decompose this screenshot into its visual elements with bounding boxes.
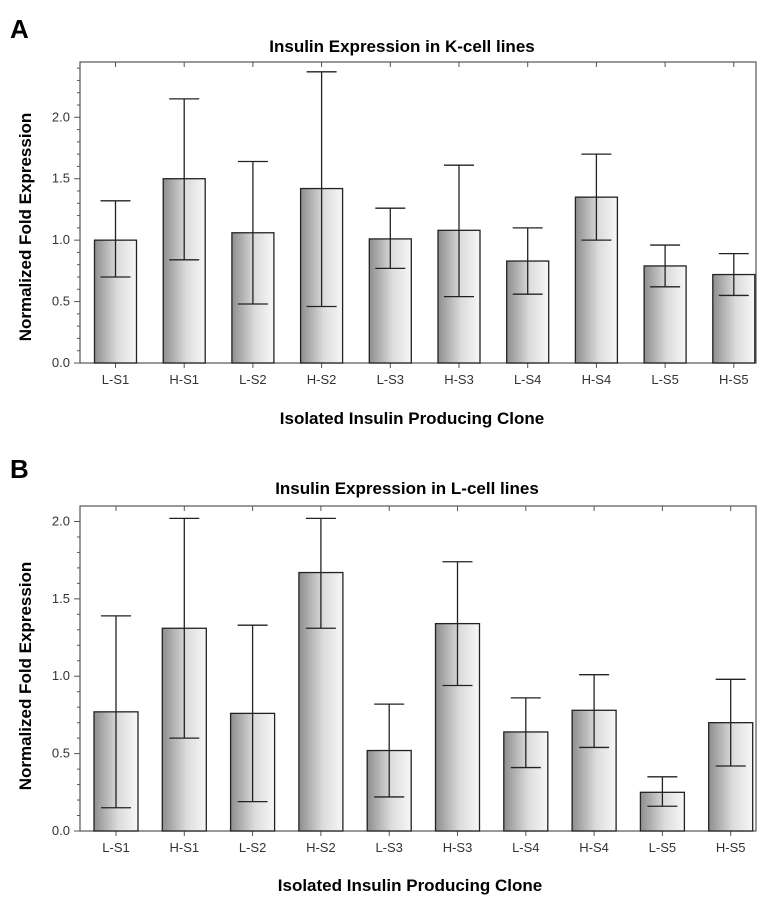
chart-b-x-axis-label: Isolated Insulin Producing Clone xyxy=(278,876,542,895)
error-bar-l-s1 xyxy=(100,200,131,278)
error-bar-l-s3 xyxy=(374,703,405,798)
chart-b-axes xyxy=(74,505,757,836)
y-tick-label: 1.0 xyxy=(52,668,70,683)
error-bar-h-s3 xyxy=(444,164,474,298)
error-bar-h-s1 xyxy=(169,517,200,739)
x-tick-label-l-s1: L-S1 xyxy=(102,372,129,387)
y-tick-label: 0.5 xyxy=(52,294,70,309)
y-tick-label: 2.0 xyxy=(52,109,70,124)
y-tick-label: 1.5 xyxy=(52,171,70,186)
plot-frame xyxy=(79,505,757,832)
panel-letter-a: A xyxy=(10,14,29,44)
x-tick-label-l-s1: L-S1 xyxy=(102,840,129,855)
chart-a-x-axis-label: Isolated Insulin Producing Clone xyxy=(280,409,544,428)
error-bar-l-s1 xyxy=(101,615,131,809)
error-bar-l-s2 xyxy=(237,160,268,305)
x-tick-label-h-s4: H-S4 xyxy=(582,372,612,387)
y-tick-label: 0.0 xyxy=(52,355,70,370)
x-tick-label-l-s5: L-S5 xyxy=(651,372,678,387)
x-tick-label-h-s2: H-S2 xyxy=(307,372,337,387)
x-tick-label-h-s3: H-S3 xyxy=(444,372,474,387)
y-tick-label: 1.0 xyxy=(52,232,70,247)
x-tick-label-h-s1: H-S1 xyxy=(169,840,199,855)
x-tick-label-h-s2: H-S2 xyxy=(306,840,336,855)
x-tick-label-l-s4: L-S4 xyxy=(514,372,541,387)
x-tick-label-l-s3: L-S3 xyxy=(375,840,402,855)
error-bar-l-s2 xyxy=(237,624,268,803)
chart-b-y-axis-label: Normalized Fold Expression xyxy=(16,562,35,791)
chart-a-bars xyxy=(93,71,756,364)
chart-panel-b: B Insulin Expression in L-cell lines 0.0… xyxy=(10,454,757,895)
chart-a-y-axis-label: Normalized Fold Expression xyxy=(16,113,35,342)
chart-b-bars xyxy=(93,517,754,832)
x-tick-label-l-s3: L-S3 xyxy=(377,372,404,387)
chart-a-tick-labels: 0.0 0.5 1.0 1.5 2.0 L-S1 H-S1 L-S2 H-S2 L-S3 H-S3 L… xyxy=(52,109,749,387)
error-bar-l-s4 xyxy=(510,697,541,769)
chart-b-tick-labels: 0.0 0.5 1.0 1.5 2.0 L-S1 H-S1 L-S2 H-S2 L-S3 H-S3 L… xyxy=(52,513,746,855)
error-bar-l-s4 xyxy=(512,227,543,295)
x-tick-label-h-s4: H-S4 xyxy=(579,840,609,855)
x-tick-label-h-s1: H-S1 xyxy=(169,372,199,387)
error-bar-h-s5 xyxy=(715,678,746,767)
x-tick-label-l-s2: L-S2 xyxy=(239,372,266,387)
panel-letter-b: B xyxy=(10,454,29,484)
error-bar-h-s4 xyxy=(581,153,612,241)
error-bar-l-s5 xyxy=(647,776,678,807)
x-tick-label-l-s2: L-S2 xyxy=(239,840,266,855)
error-bar-h-s1 xyxy=(169,98,200,261)
x-tick-label-h-s3: H-S3 xyxy=(443,840,473,855)
chart-a-axes xyxy=(74,61,757,368)
x-tick-label-l-s4: L-S4 xyxy=(512,840,539,855)
x-tick-label-l-s5: L-S5 xyxy=(649,840,676,855)
y-tick-label: 2.0 xyxy=(52,513,70,528)
error-bar-h-s5 xyxy=(718,253,749,297)
error-bar-l-s3 xyxy=(375,207,406,270)
y-tick-label: 1.5 xyxy=(52,591,70,606)
chart-b-title: Insulin Expression in L-cell lines xyxy=(275,479,539,498)
error-bar-h-s4 xyxy=(579,674,610,749)
chart-panel-a: A Insulin Expression in K-cell lines 0.0… xyxy=(10,14,757,428)
error-bar-h-s2 xyxy=(305,517,336,629)
error-bar-l-s5 xyxy=(650,244,681,288)
error-bar-h-s3 xyxy=(442,561,473,687)
x-tick-label-h-s5: H-S5 xyxy=(716,840,746,855)
y-tick-label: 0.5 xyxy=(52,746,70,761)
bar-l-s2 xyxy=(229,712,276,832)
error-bar-h-s2 xyxy=(306,71,337,308)
y-tick-label: 0.0 xyxy=(52,823,70,838)
chart-a-title: Insulin Expression in K-cell lines xyxy=(269,37,534,56)
x-tick-label-h-s5: H-S5 xyxy=(719,372,749,387)
plot-frame xyxy=(79,61,757,364)
